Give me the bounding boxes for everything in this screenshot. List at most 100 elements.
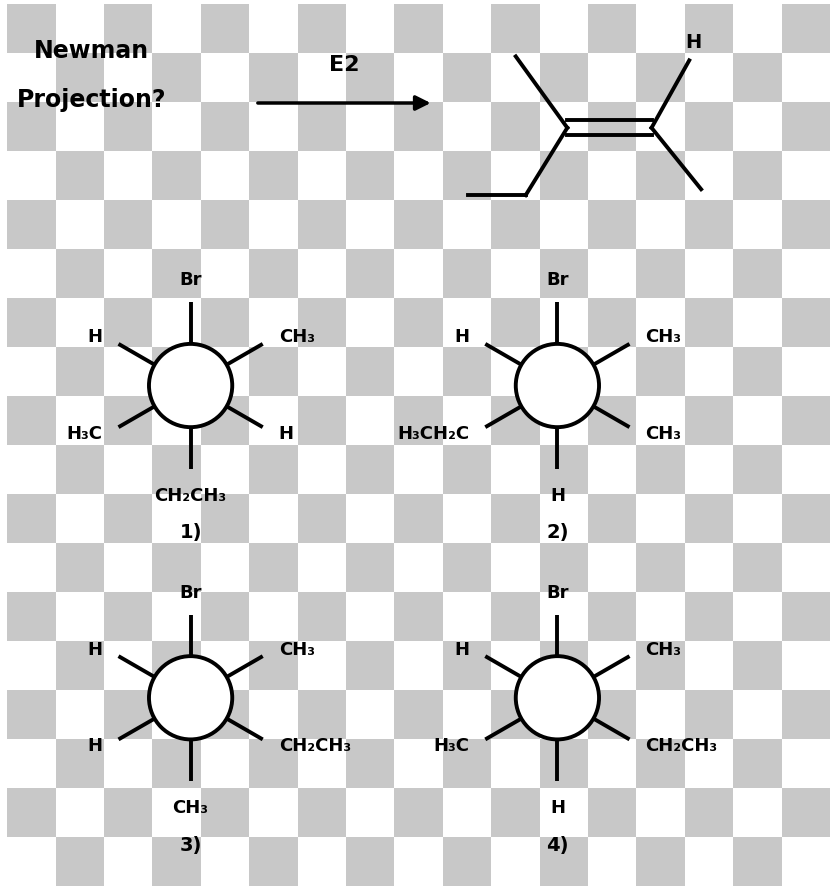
Text: 4): 4) [546,836,569,854]
Bar [540,641,588,690]
Bar [588,249,637,298]
Bar [782,53,830,101]
Bar [685,53,733,101]
Bar [298,396,346,445]
Bar [7,789,56,837]
Bar [782,789,830,837]
Text: CH₃: CH₃ [279,641,315,659]
Bar [540,298,588,347]
Bar [394,789,443,837]
Bar [443,837,491,886]
Bar [782,200,830,249]
Bar [491,445,540,494]
Text: H: H [685,34,701,53]
Bar [685,249,733,298]
Bar [346,445,394,494]
Bar [201,4,249,53]
Bar [104,641,153,690]
Bar [56,494,104,543]
Bar [443,690,491,739]
Bar [491,837,540,886]
Bar [637,53,685,101]
Bar [782,298,830,347]
Bar [637,641,685,690]
Bar [56,543,104,592]
Bar [588,837,637,886]
Bar [685,298,733,347]
Bar [249,592,298,641]
Bar [782,592,830,641]
Bar [588,4,637,53]
Text: H: H [87,328,102,346]
Bar [201,298,249,347]
Bar [153,445,201,494]
Bar [56,101,104,151]
Bar [104,4,153,53]
Bar [491,4,540,53]
Bar [346,543,394,592]
Bar [298,494,346,543]
Bar [491,151,540,200]
Bar [443,151,491,200]
Bar [491,298,540,347]
Bar [540,789,588,837]
Bar [685,347,733,396]
Text: H: H [454,328,469,346]
Bar [249,837,298,886]
Bar [153,151,201,200]
Bar [637,445,685,494]
Bar [249,347,298,396]
Bar [782,690,830,739]
Bar [56,739,104,789]
Bar [249,739,298,789]
Bar [685,690,733,739]
Text: H: H [87,641,102,659]
Bar [394,396,443,445]
Bar [782,347,830,396]
Bar [56,347,104,396]
Bar [7,200,56,249]
Bar [733,151,782,200]
Bar [733,494,782,543]
Bar [104,690,153,739]
Bar [685,543,733,592]
Bar [249,53,298,101]
Bar [201,789,249,837]
Bar [637,249,685,298]
Bar [733,4,782,53]
Bar [588,53,637,101]
Bar [733,592,782,641]
Bar [540,4,588,53]
Bar [56,53,104,101]
Bar [153,592,201,641]
Bar [104,543,153,592]
Bar [540,690,588,739]
Bar [637,200,685,249]
Bar [298,200,346,249]
Bar [491,200,540,249]
Circle shape [515,656,599,740]
Bar [733,837,782,886]
Bar [7,151,56,200]
Bar [540,494,588,543]
Bar [588,347,637,396]
Bar [249,101,298,151]
Bar [201,445,249,494]
Bar [298,347,346,396]
Bar [7,298,56,347]
Bar [637,4,685,53]
Bar [346,690,394,739]
Bar [298,249,346,298]
Text: Br: Br [179,271,202,289]
Bar [491,101,540,151]
Bar [491,53,540,101]
Bar [588,543,637,592]
Bar [201,494,249,543]
Bar [491,739,540,789]
Bar [298,641,346,690]
Bar [249,4,298,53]
Bar [685,641,733,690]
Bar [56,445,104,494]
Bar [394,347,443,396]
Bar [104,347,153,396]
